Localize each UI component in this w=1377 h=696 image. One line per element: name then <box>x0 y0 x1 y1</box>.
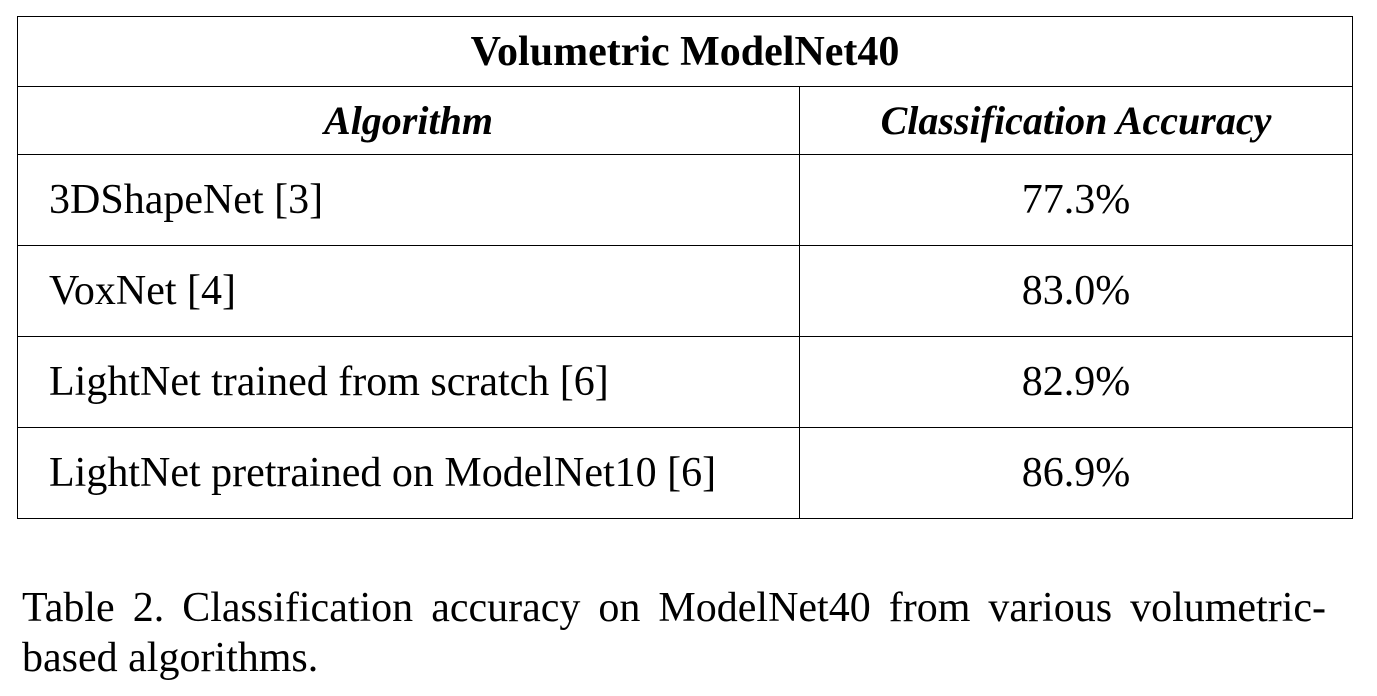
algorithm-cell: LightNet pretrained on ModelNet10 [6] <box>17 427 800 519</box>
table-row: LightNet pretrained on ModelNet10 [6] 86… <box>17 427 1353 519</box>
table-header-row: Algorithm Classification Accuracy <box>17 86 1353 155</box>
algorithm-cell: LightNet trained from scratch [6] <box>17 336 800 428</box>
table-caption: Table 2. Classification accuracy on Mode… <box>22 585 1326 681</box>
table-row: LightNet trained from scratch [6] 82.9% <box>17 336 1353 428</box>
header-accuracy: Classification Accuracy <box>799 86 1353 155</box>
accuracy-cell: 86.9% <box>799 427 1353 519</box>
table-row: VoxNet [4] 83.0% <box>17 245 1353 337</box>
header-algorithm: Algorithm <box>17 86 800 155</box>
algorithm-cell: 3DShapeNet [3] <box>17 154 800 246</box>
algorithm-cell: VoxNet [4] <box>17 245 800 337</box>
table-row: 3DShapeNet [3] 77.3% <box>17 154 1353 246</box>
table-title-row: Volumetric ModelNet40 <box>17 16 1353 87</box>
accuracy-cell: 82.9% <box>799 336 1353 428</box>
accuracy-cell: 83.0% <box>799 245 1353 337</box>
results-table: Volumetric ModelNet40 Algorithm Classifi… <box>17 16 1353 519</box>
accuracy-cell: 77.3% <box>799 154 1353 246</box>
table-title: Volumetric ModelNet40 <box>17 16 1353 87</box>
